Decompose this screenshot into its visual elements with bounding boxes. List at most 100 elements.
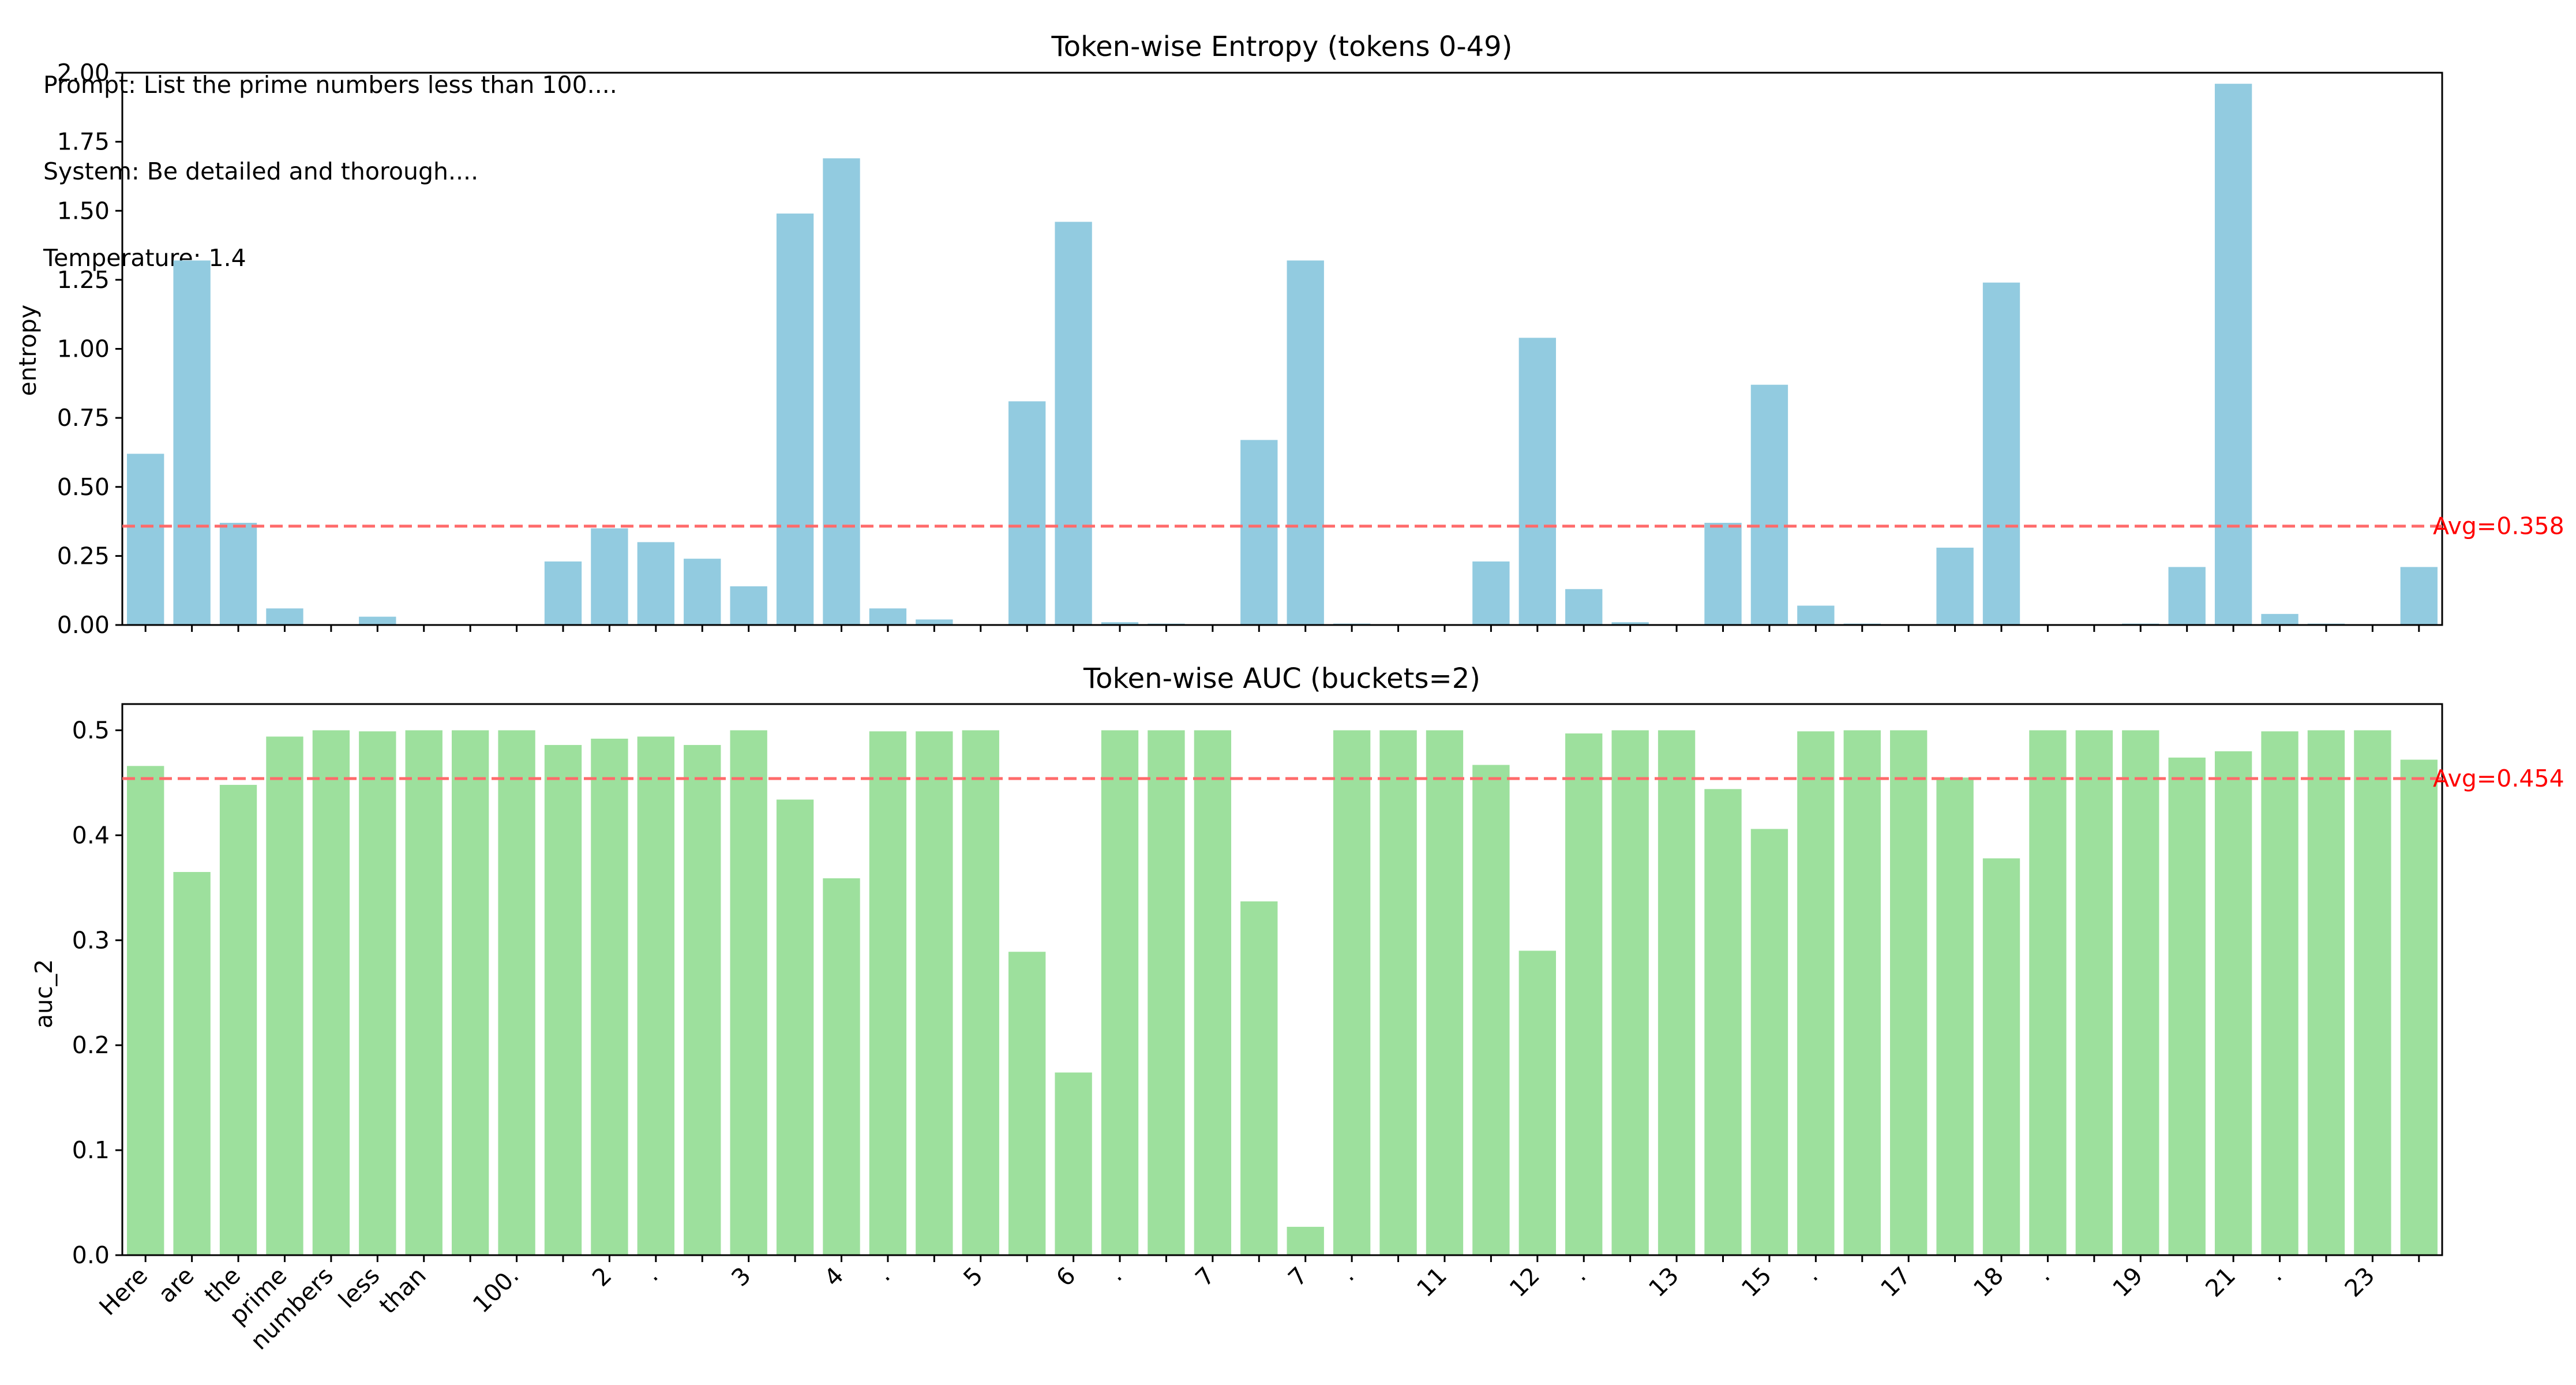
- auc-bar: [498, 730, 535, 1255]
- auc-bar: [2214, 751, 2252, 1255]
- entropy-bar: [1565, 589, 1603, 625]
- auc-bar: [1565, 733, 1603, 1255]
- x-tick-label: 23: [2339, 1262, 2380, 1302]
- auc-bar: [2261, 731, 2298, 1255]
- entropy-plot-frame: [121, 72, 2443, 626]
- auc-plot-frame: [121, 703, 2443, 1256]
- x-tick-label: 4: [819, 1262, 849, 1292]
- entropy-bar: [219, 522, 257, 625]
- x-tick-label: 19: [2108, 1262, 2148, 1302]
- x-tick-label: 17: [1875, 1262, 1916, 1302]
- entropy-bar: [1055, 222, 1092, 625]
- auc-bar: [1426, 730, 1464, 1255]
- auc-bar: [219, 785, 257, 1255]
- auc-y-tick-label: 0.2: [72, 1031, 110, 1059]
- x-tick-label: 100.: [467, 1262, 524, 1318]
- auc-bar: [916, 731, 953, 1255]
- auc-bar: [730, 730, 767, 1255]
- auc-bar: [1658, 730, 1696, 1255]
- entropy-y-tick-label: 0.25: [57, 542, 110, 570]
- entropy-bar: [359, 616, 396, 625]
- entropy-bar: [684, 559, 721, 625]
- entropy-bar: [1982, 282, 2020, 625]
- entropy-bar: [776, 214, 814, 625]
- auc-bar: [684, 744, 721, 1255]
- auc-bar: [1843, 730, 1881, 1255]
- x-tick-label: .: [1103, 1262, 1127, 1286]
- entropy-bar: [1611, 622, 1649, 625]
- auc-bar: [2029, 730, 2067, 1255]
- auc-bar: [869, 731, 907, 1255]
- auc-bar: [1472, 765, 1510, 1255]
- entropy-bar: [173, 260, 211, 625]
- auc-panel: Token-wise AUC (buckets=2) auc_2 0.0 0.1 0…: [30, 662, 2564, 1355]
- auc-chart-title: Token-wise AUC (buckets=2): [1083, 662, 1480, 695]
- entropy-average-label: Avg=0.358: [2433, 512, 2564, 540]
- auc-y-tick-label: 0.5: [72, 716, 110, 744]
- x-tick-label: 3: [726, 1262, 756, 1292]
- auc-bar: [544, 744, 582, 1255]
- entropy-bar: [1750, 384, 1788, 625]
- x-tick-label: 13: [1643, 1262, 1684, 1302]
- x-tick-label: .: [871, 1262, 895, 1286]
- entropy-bar: [266, 608, 303, 625]
- auc-bar: [1148, 730, 1185, 1255]
- entropy-bar: [823, 158, 860, 626]
- auc-y-axis-label: auc_2: [30, 959, 58, 1028]
- entropy-bar: [1287, 260, 1324, 625]
- auc-bar: [1797, 731, 1835, 1255]
- auc-bar: [359, 731, 396, 1255]
- auc-bar: [1287, 1226, 1324, 1255]
- auc-y-tick-label: 0.3: [72, 926, 110, 954]
- auc-bar: [451, 730, 489, 1255]
- x-tick-label: .: [1334, 1262, 1359, 1286]
- auc-bar: [173, 872, 211, 1255]
- auc-bar: [1194, 730, 1232, 1255]
- entropy-bar: [2400, 567, 2438, 625]
- auc-bar: [1982, 858, 2020, 1255]
- entropy-bar: [916, 619, 953, 625]
- auc-bar: [591, 739, 628, 1255]
- x-tick-label: 11: [1411, 1262, 1452, 1302]
- entropy-bar: [1936, 548, 1974, 625]
- x-tick-label: than: [374, 1262, 432, 1319]
- x-tick-label: 18: [1968, 1262, 2009, 1302]
- x-tick-label: 7: [1190, 1262, 1220, 1292]
- entropy-bar: [2261, 613, 2298, 625]
- entropy-bar: [1797, 605, 1835, 625]
- auc-bar: [1890, 730, 1928, 1255]
- x-tick-label: .: [1566, 1262, 1591, 1286]
- auc-bar: [2400, 759, 2438, 1255]
- entropy-bar: [591, 528, 628, 625]
- entropy-bar: [1008, 401, 1046, 625]
- auc-bar: [637, 736, 674, 1255]
- auc-bar: [1055, 1072, 1092, 1255]
- auc-bar: [266, 736, 303, 1255]
- prompt-text: Prompt: List the prime numbers less than…: [43, 71, 617, 99]
- entropy-bar: [730, 586, 767, 625]
- auc-bar: [776, 799, 814, 1255]
- x-tick-label: 5: [958, 1262, 988, 1292]
- auc-bar: [1936, 777, 1974, 1255]
- auc-bar: [1750, 829, 1788, 1255]
- entropy-bar: [1518, 338, 1556, 625]
- entropy-bar: [1704, 522, 1742, 625]
- entropy-bar: [127, 454, 164, 625]
- auc-y-tick-label: 0.1: [72, 1136, 110, 1164]
- entropy-y-tick-label: 0.75: [57, 404, 110, 432]
- entropy-y-tick-label: 2.00: [57, 59, 110, 87]
- auc-y-tick-label: 0.0: [72, 1241, 110, 1269]
- entropy-y-tick-label: 1.50: [57, 197, 110, 224]
- auc-bar: [1240, 901, 1278, 1255]
- x-tick-label: Here: [94, 1262, 153, 1321]
- entropy-bar: [2168, 567, 2206, 625]
- x-tick-label: .: [639, 1262, 663, 1286]
- x-tick-label: 15: [1736, 1262, 1777, 1302]
- entropy-bar: [637, 542, 674, 625]
- auc-bar: [312, 730, 350, 1255]
- entropy-bar: [1101, 622, 1139, 625]
- auc-bar: [1379, 730, 1417, 1255]
- entropy-y-tick-label: 1.75: [57, 128, 110, 156]
- x-tick-label: 7: [1283, 1262, 1313, 1292]
- x-tick-label: 12: [1504, 1262, 1545, 1302]
